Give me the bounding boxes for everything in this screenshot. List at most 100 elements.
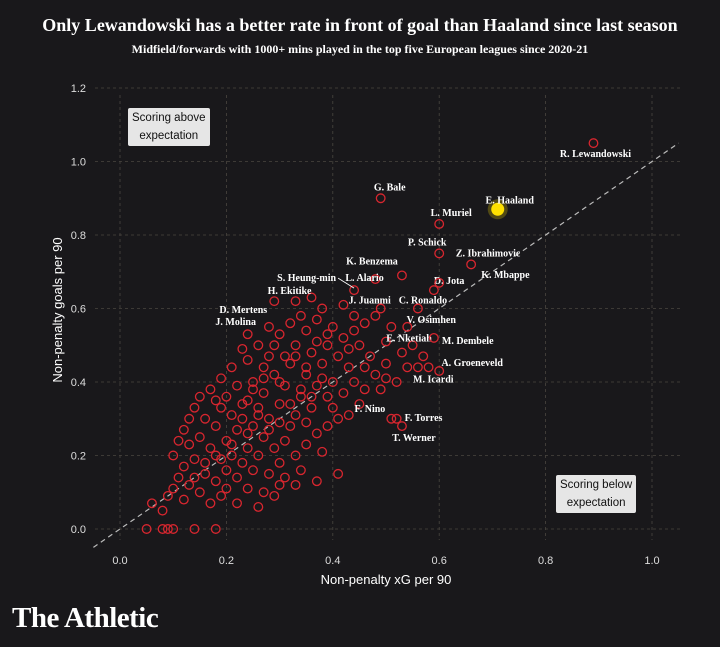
- data-point: [285, 399, 296, 410]
- data-point: [232, 380, 242, 391]
- labeled-point: [588, 138, 599, 149]
- data-point: [306, 347, 317, 358]
- data-point: [189, 454, 200, 465]
- point-label: H. Ekitike: [268, 286, 312, 297]
- data-point: [285, 318, 296, 329]
- data-point: [200, 468, 211, 479]
- data-point: [349, 325, 360, 336]
- point-label: A. Groeneveld: [441, 358, 503, 369]
- data-point: [317, 446, 328, 457]
- data-point: [274, 329, 285, 340]
- x-axis-title: Non-penalty xG per 90: [321, 572, 452, 587]
- data-point: [327, 321, 338, 332]
- data-point: [311, 314, 322, 325]
- point-label: M. Dembele: [442, 336, 494, 347]
- data-point: [269, 443, 280, 454]
- data-point: [221, 483, 232, 494]
- x-tick-label: 0.2: [219, 555, 234, 567]
- data-point: [333, 468, 344, 479]
- labeled-point: [375, 303, 386, 314]
- point-label: F. Torres: [405, 413, 443, 424]
- data-point: [269, 369, 280, 380]
- data-point: [258, 432, 269, 443]
- labeled-point: [242, 329, 253, 340]
- data-point: [210, 524, 221, 534]
- data-point: [295, 465, 306, 476]
- labeled-point: [434, 366, 445, 376]
- data-point: [295, 310, 306, 321]
- data-point: [306, 391, 317, 402]
- labeled-point: [370, 274, 381, 285]
- labeled-point: [434, 219, 445, 229]
- data-point: [253, 410, 264, 421]
- data-point: [237, 399, 248, 410]
- data-point: [162, 490, 173, 501]
- data-point: [359, 318, 370, 329]
- y-tick-label: 1.2: [71, 83, 86, 95]
- point-label: P. Schick: [408, 237, 447, 248]
- data-point: [168, 483, 179, 494]
- data-point: [274, 479, 285, 490]
- data-point: [343, 362, 354, 373]
- y-tick-label: 0.4: [71, 377, 86, 389]
- data-point: [279, 351, 290, 362]
- data-point: [248, 421, 258, 432]
- point-label: G. Bale: [374, 182, 406, 193]
- x-tick-label: 0.8: [538, 555, 553, 567]
- data-point: [301, 417, 312, 428]
- data-point: [311, 380, 322, 391]
- labeled-point: [466, 259, 477, 270]
- data-point: [343, 410, 354, 421]
- labeled-point: [428, 332, 439, 343]
- data-point: [338, 299, 349, 310]
- labeled-point: [428, 285, 439, 296]
- data-point: [173, 435, 184, 446]
- data-point: [178, 494, 189, 505]
- data-point: [210, 421, 221, 432]
- data-point: [343, 343, 354, 354]
- data-point: [375, 384, 386, 395]
- data-point: [216, 373, 227, 384]
- point-label: K. Benzema: [346, 256, 398, 267]
- labeled-point: [349, 285, 360, 296]
- data-point: [168, 524, 179, 534]
- data-point: [205, 384, 216, 395]
- labeled-point: [402, 362, 413, 373]
- y-axis-title: Non-penalty goals per 90: [50, 237, 65, 382]
- data-point: [221, 465, 232, 476]
- point-label: F. Nino: [355, 404, 386, 415]
- brand-logo: The Athletic: [12, 602, 159, 634]
- point-label: S. Heung-min: [277, 273, 336, 284]
- data-point: [322, 391, 333, 402]
- data-point: [189, 402, 200, 413]
- data-point: [141, 524, 152, 534]
- data-point: [269, 340, 280, 351]
- chart-title: Only Lewandowski has a better rate in fr…: [42, 15, 678, 35]
- annotation-line: Scoring above: [132, 112, 206, 124]
- data-point: [264, 413, 274, 424]
- point-label: Z. Ibrahimovic: [456, 248, 521, 259]
- labeled-point: [402, 321, 413, 332]
- data-point: [194, 391, 205, 402]
- data-point: [290, 410, 301, 421]
- x-tick-label: 0.4: [325, 555, 340, 567]
- data-point: [317, 373, 328, 384]
- leader-line: [337, 277, 355, 289]
- point-label: L. Alario: [345, 273, 383, 284]
- data-point: [354, 399, 365, 410]
- data-point: [210, 395, 221, 406]
- data-point: [279, 435, 290, 446]
- data-point: [322, 421, 333, 432]
- point-label: J. Juanmi: [349, 296, 391, 307]
- data-point: [418, 351, 429, 362]
- labeled-point: [386, 413, 397, 424]
- data-point: [317, 358, 328, 369]
- data-point: [370, 310, 381, 321]
- data-point: [210, 450, 221, 461]
- data-point: [242, 428, 253, 439]
- labeled-point: [434, 277, 445, 288]
- data-point: [301, 325, 312, 336]
- data-point: [242, 483, 253, 494]
- point-label: R. Lewandowski: [560, 149, 631, 160]
- data-point: [264, 321, 274, 332]
